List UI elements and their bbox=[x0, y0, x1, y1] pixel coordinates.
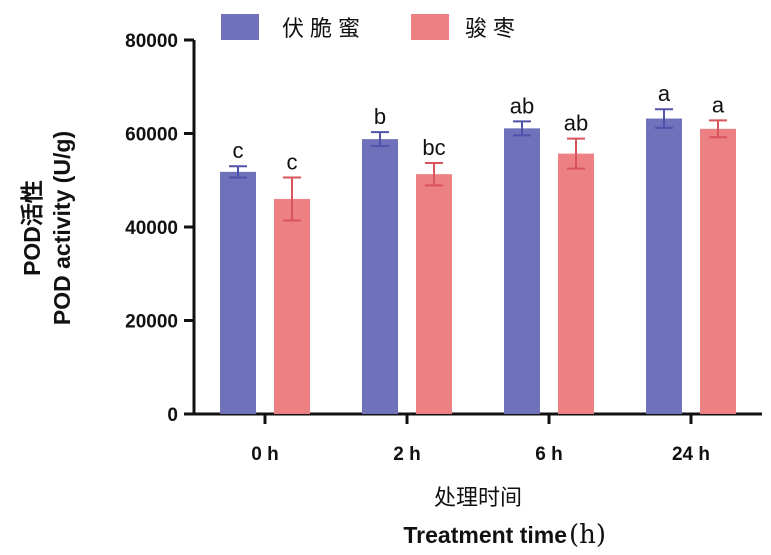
y-tick-label-2: 40000 bbox=[125, 218, 178, 239]
bar-s0-2 bbox=[504, 128, 540, 415]
y-axis-label-cn: POD活性 bbox=[19, 180, 45, 276]
x-tick-label-1: 2 h bbox=[393, 444, 420, 465]
bar-s1-2 bbox=[558, 153, 594, 415]
sig-label-s1-3: a bbox=[712, 92, 725, 117]
legend-swatch-1 bbox=[411, 14, 449, 40]
legend-label-0: 伏脆蜜 bbox=[282, 17, 366, 42]
sig-label-s0-2: ab bbox=[510, 93, 534, 118]
bar-s0-0 bbox=[220, 171, 256, 414]
x-axis-label-cn: 处理时间 bbox=[434, 486, 522, 511]
plot-area: 0 20000 40000 60000 80000 0 h c c 2 h b bc 6 h ab ab 2… bbox=[125, 31, 762, 465]
sig-label-s0-0: c bbox=[233, 138, 244, 163]
legend-swatch-0 bbox=[221, 14, 259, 40]
bar-s0-3 bbox=[646, 118, 682, 414]
y-axis-title: POD活性 POD activity (U/g) bbox=[19, 131, 75, 325]
y-tick-label-4: 80000 bbox=[125, 31, 178, 52]
x-axis-label: Treatment time bbox=[403, 522, 567, 548]
x-axis-title: Treatment time (h) bbox=[403, 520, 606, 550]
x-axis-unit: (h) bbox=[569, 520, 606, 550]
x-tick-label-3: 24 h bbox=[672, 444, 710, 465]
bar-s0-1 bbox=[362, 139, 398, 415]
sig-label-s1-1: bc bbox=[422, 135, 445, 160]
y-axis-label: POD activity (U/g) bbox=[49, 131, 75, 325]
sig-label-s0-3: a bbox=[658, 81, 671, 106]
y-tick-label-0: 0 bbox=[167, 405, 178, 426]
bar-s1-1 bbox=[416, 174, 452, 414]
sig-label-s1-2: ab bbox=[564, 111, 588, 136]
legend-label-1: 骏枣 bbox=[465, 17, 521, 42]
legend: 伏脆蜜 骏枣 bbox=[221, 14, 521, 42]
y-tick-label-3: 60000 bbox=[125, 125, 178, 146]
x-tick-label-0: 0 h bbox=[251, 444, 278, 465]
bar-s1-3 bbox=[700, 128, 736, 414]
bar-s1-0 bbox=[274, 198, 310, 414]
x-tick-label-2: 6 h bbox=[535, 444, 562, 465]
sig-label-s1-0: c bbox=[287, 149, 298, 174]
sig-label-s0-1: b bbox=[374, 104, 386, 129]
y-tick-label-1: 20000 bbox=[125, 312, 178, 333]
